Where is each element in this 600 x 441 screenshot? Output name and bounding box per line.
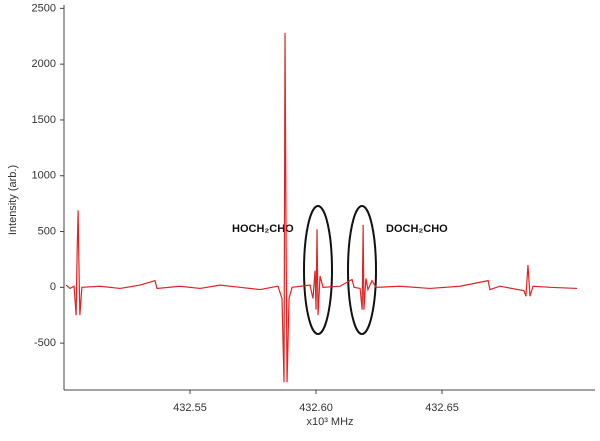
y-tick-label: 2500 xyxy=(32,2,56,14)
y-tick-label: 0 xyxy=(50,281,56,293)
y-tick-label: 500 xyxy=(38,225,56,237)
x-tick-label: 432.65 xyxy=(425,402,459,414)
highlight-ellipse xyxy=(303,205,333,335)
y-tick-label: -500 xyxy=(34,337,56,349)
y-axis-label: Intensity (arb.) xyxy=(7,165,19,235)
spectrum-line xyxy=(65,32,578,383)
annotation: HOCH₂CHO xyxy=(232,223,294,235)
x-tick-label: 432.55 xyxy=(173,402,207,414)
annotation: DOCH₂CHO xyxy=(386,223,448,235)
y-tick-label: 2000 xyxy=(32,58,56,70)
x-axis-label: x10³ MHz xyxy=(306,416,353,428)
x-tick-label: 432.60 xyxy=(299,402,333,414)
y-tick-label: 1500 xyxy=(32,114,56,126)
highlight-ellipse xyxy=(347,205,377,335)
y-tick-label: 1000 xyxy=(32,170,56,182)
